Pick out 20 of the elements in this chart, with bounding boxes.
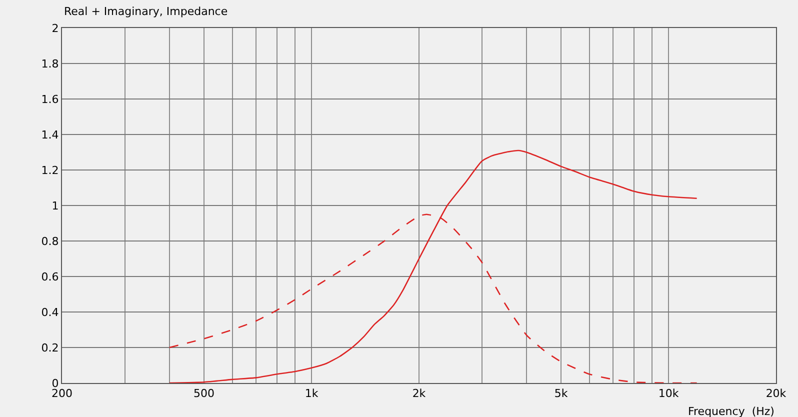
x-axis-title: Frequency (Hz) [688,405,774,417]
y-tick-label: 1.6 [41,92,59,106]
chart-title: Real + Imaginary, Impedance [64,5,228,18]
y-tick-label: 0.2 [41,341,59,354]
x-tick-label: 5k [554,387,568,400]
x-tick-label: 500 [194,387,215,400]
y-tick-label: 0.6 [41,270,59,284]
y-tick-label: 0 [52,376,59,390]
x-tick-label: 2k [412,387,426,400]
y-tick-label: 1.8 [41,57,59,70]
y-tick-label: 1.4 [41,128,59,142]
y-tick-label: 2 [52,22,59,35]
y-tick-label: 0.4 [41,306,59,319]
y-tick-label: 0.8 [41,234,59,248]
y-tick-label: 1.2 [41,164,59,177]
x-tick-label: 10k [658,387,680,400]
y-tick-label: 1 [52,199,59,212]
x-tick-label: 20k [766,387,787,400]
x-tick-label: 1k [304,387,319,400]
x-tick-label: 200 [52,387,72,400]
